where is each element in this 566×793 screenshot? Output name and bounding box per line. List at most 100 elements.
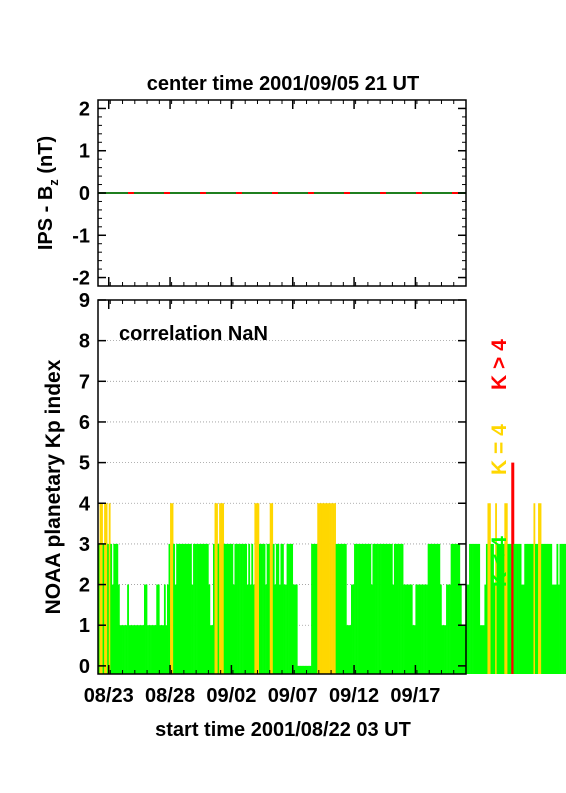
kp-bar: [496, 543, 499, 674]
kp-bar: [559, 543, 562, 674]
kp-bar: [274, 584, 277, 674]
kp-bar: [223, 543, 226, 674]
kp-bar: [232, 584, 235, 674]
kp-bar: [277, 543, 280, 674]
kp-bar: [475, 543, 478, 674]
kp-bar: [148, 625, 151, 674]
kp-bar: [472, 543, 474, 674]
legend-label: K > 4: [488, 339, 511, 390]
kp-bar: [182, 543, 185, 674]
kp-bar: [366, 543, 369, 674]
kp-bar: [168, 543, 171, 674]
kp-bar: [305, 665, 307, 674]
kp-legend: K < 4 K = 4 K > 4: [488, 339, 511, 587]
kp-bar: [150, 625, 152, 674]
kp-bar: [444, 625, 447, 674]
kp-bar: [242, 543, 244, 674]
kp-bar: [159, 625, 162, 674]
kp-bar: [489, 503, 491, 674]
kp-bar: [237, 543, 240, 674]
kp-bar: [144, 584, 146, 674]
kp-bar: [518, 543, 520, 674]
kp-bar: [554, 584, 557, 674]
kp-bar: [430, 543, 433, 674]
kp-bar: [380, 543, 382, 674]
kp-bar: [351, 584, 353, 674]
kp-bar: [289, 543, 292, 674]
kp-bar: [459, 584, 462, 674]
kp-bar: [170, 503, 172, 674]
kp-bar: [400, 543, 402, 674]
kp-bar: [407, 584, 410, 674]
kp-bar: [536, 543, 539, 674]
kp-ytick-label: 5: [79, 453, 90, 475]
kp-bar: [416, 584, 419, 674]
kp-bar: [328, 503, 330, 674]
kp-bar: [481, 625, 484, 674]
kp-bar: [335, 543, 338, 674]
kp-bar: [398, 543, 401, 674]
kp-bar: [229, 543, 232, 674]
kp-bar: [521, 584, 524, 674]
kp-bar: [188, 543, 191, 674]
kp-bar: [311, 543, 313, 674]
kp-bar: [121, 625, 123, 674]
kp-bar: [312, 543, 315, 674]
kp-bar: [318, 503, 321, 674]
kp-bar: [550, 543, 553, 674]
kp-bar: [282, 543, 284, 674]
kp-bar: [548, 543, 551, 674]
kp-bar: [260, 543, 263, 674]
kp-bar: [194, 543, 197, 674]
kp-bar: [490, 543, 493, 674]
kp-bar: [271, 503, 274, 674]
kp-bar: [249, 584, 252, 674]
kp-bar: [165, 625, 168, 674]
kp-bar: [393, 543, 396, 674]
kp-bar: [163, 584, 166, 674]
kp-bar: [291, 543, 294, 674]
kp-bar: [530, 543, 533, 674]
kp-bar: [268, 543, 271, 674]
kp-bar: [535, 543, 537, 674]
kp-bar: [295, 584, 298, 674]
kp-bar: [542, 543, 545, 674]
kp-bar: [539, 503, 542, 674]
kp-bar: [157, 584, 160, 674]
kp-bar: [266, 543, 269, 674]
kp-bar: [381, 543, 384, 674]
kp-bar: [205, 543, 208, 674]
kp-bar: [278, 584, 281, 674]
kp-bar: [420, 584, 422, 674]
kp-bar: [449, 584, 451, 674]
kp-bar: [275, 543, 278, 674]
kp-bar: [104, 503, 106, 674]
kp-bar: [269, 503, 272, 674]
kp-bar: [326, 503, 329, 674]
kp-bar: [558, 584, 560, 674]
kp-bar: [102, 543, 105, 674]
kp-bar: [495, 503, 497, 674]
kp-bar: [288, 543, 290, 674]
kp-bar: [404, 584, 407, 674]
kp-bar: [556, 543, 559, 674]
kp-bar: [308, 665, 310, 674]
kp-bar: [225, 543, 228, 674]
kp-bar: [525, 543, 528, 674]
kp-bar: [317, 503, 320, 674]
kp-bar: [515, 543, 517, 674]
kp-bar: [315, 543, 318, 674]
kp-bar: [177, 543, 180, 674]
kp-bar: [466, 584, 468, 674]
kp-bar: [467, 584, 470, 674]
kp-bar: [117, 584, 120, 674]
kp-bar: [447, 584, 450, 674]
kp-bar: [395, 543, 398, 674]
kp-bar: [355, 543, 358, 674]
kp-bar: [332, 503, 335, 674]
kp-bar: [173, 543, 175, 674]
kp-bar: [254, 503, 257, 674]
kp-bar: [545, 543, 548, 674]
kp-bar: [283, 584, 286, 674]
kp-bar: [364, 543, 367, 674]
